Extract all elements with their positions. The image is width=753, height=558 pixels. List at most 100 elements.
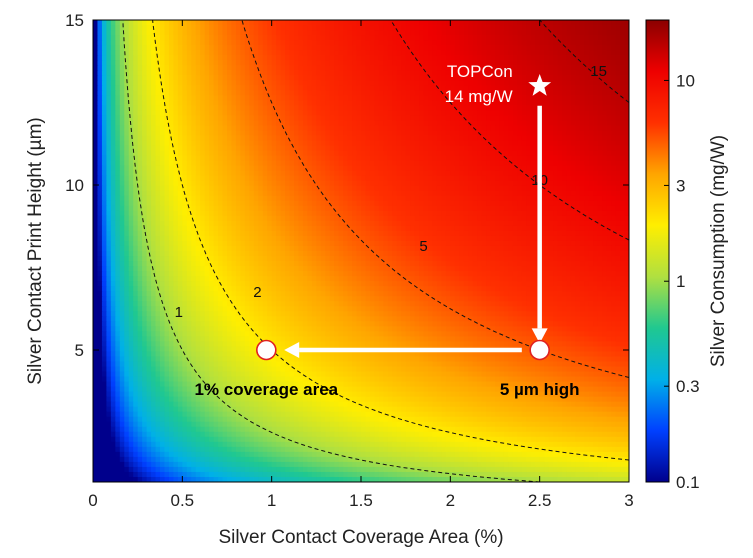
heatmap-cell xyxy=(517,75,523,81)
heatmap-cell xyxy=(553,215,559,222)
heatmap-cell xyxy=(186,120,192,127)
heatmap-cell xyxy=(499,110,505,117)
heatmap-cell xyxy=(302,135,308,142)
heatmap-cell xyxy=(285,210,291,217)
heatmap-cell xyxy=(97,170,103,177)
heatmap-cell xyxy=(262,65,268,71)
heatmap-cell xyxy=(436,190,442,197)
heatmap-cell xyxy=(182,95,188,101)
heatmap-cell xyxy=(410,70,416,76)
heatmap-cell xyxy=(334,115,340,122)
heatmap-cell xyxy=(146,140,152,147)
heatmap-cell xyxy=(570,40,576,46)
heatmap-cell xyxy=(101,35,107,41)
heatmap-cell xyxy=(213,70,219,76)
heatmap-cell xyxy=(570,35,576,41)
heatmap-cell xyxy=(240,150,246,157)
heatmap-cell xyxy=(361,135,367,142)
heatmap-cell xyxy=(445,125,451,132)
heatmap-cell xyxy=(106,65,112,71)
heatmap-cell xyxy=(620,170,626,177)
heatmap-cell xyxy=(115,65,121,71)
heatmap-cell xyxy=(611,35,617,41)
heatmap-cell xyxy=(227,70,233,76)
heatmap-cell xyxy=(195,50,201,56)
heatmap-cell xyxy=(191,75,197,81)
heatmap-cell xyxy=(486,95,492,101)
heatmap-cell xyxy=(173,35,179,41)
heatmap-cell xyxy=(512,155,518,162)
heatmap-cell xyxy=(258,145,264,152)
heatmap-cell xyxy=(182,125,188,132)
heatmap-cell xyxy=(570,45,576,51)
heatmap-cell xyxy=(463,205,469,212)
heatmap-cell xyxy=(262,205,268,212)
heatmap-cell xyxy=(602,30,608,36)
heatmap-cell xyxy=(191,115,197,122)
heatmap-cell xyxy=(512,145,518,152)
heatmap-cell xyxy=(495,200,501,207)
heatmap-cell xyxy=(200,125,206,132)
heatmap-cell xyxy=(401,205,407,212)
heatmap-cell xyxy=(119,65,125,71)
heatmap-cell xyxy=(191,80,197,86)
heatmap-cell xyxy=(262,20,268,26)
heatmap-cell xyxy=(392,140,398,147)
heatmap-cell xyxy=(343,60,349,66)
heatmap-cell xyxy=(240,85,246,91)
heatmap-cell xyxy=(137,185,143,192)
heatmap-cell xyxy=(97,190,103,197)
heatmap-cell xyxy=(387,220,393,227)
heatmap-cell xyxy=(544,220,550,227)
heatmap-cell xyxy=(173,225,179,232)
heatmap-cell xyxy=(481,170,487,177)
heatmap-cell xyxy=(517,130,523,137)
heatmap-cell xyxy=(173,20,179,26)
heatmap-cell xyxy=(396,215,402,222)
heatmap-cell xyxy=(486,205,492,212)
heatmap-cell xyxy=(383,190,389,197)
heatmap-cell xyxy=(200,160,206,167)
heatmap-cell xyxy=(298,85,304,91)
heatmap-cell xyxy=(311,35,317,41)
heatmap-cell xyxy=(620,215,626,222)
heatmap-cell xyxy=(334,150,340,157)
heatmap-cell xyxy=(374,185,380,192)
heatmap-cell xyxy=(271,35,277,41)
heatmap-cell xyxy=(503,25,509,31)
heatmap-cell xyxy=(311,100,317,106)
heatmap-cell xyxy=(320,100,326,106)
heatmap-cell xyxy=(575,140,581,147)
heatmap-cell xyxy=(611,195,617,202)
heatmap-cell xyxy=(106,50,112,56)
heatmap-cell xyxy=(566,30,572,36)
heatmap-cell xyxy=(530,190,536,197)
heatmap-cell xyxy=(160,20,166,26)
heatmap-cell xyxy=(369,95,375,101)
heatmap-cell xyxy=(311,40,317,46)
heatmap-cell xyxy=(235,30,241,36)
heatmap-cell xyxy=(267,215,273,222)
heatmap-cell xyxy=(374,195,380,202)
heatmap-cell xyxy=(285,20,291,26)
heatmap-cell xyxy=(428,175,434,182)
heatmap-cell xyxy=(620,150,626,157)
heatmap-cell xyxy=(521,150,527,157)
heatmap-cell xyxy=(218,160,224,167)
heatmap-cell xyxy=(436,105,442,111)
heatmap-cell xyxy=(450,135,456,142)
heatmap-cell xyxy=(244,215,250,222)
heatmap-cell xyxy=(110,35,116,41)
heatmap-cell xyxy=(182,145,188,152)
heatmap-cell xyxy=(588,110,594,117)
heatmap-cell xyxy=(503,100,509,106)
heatmap-cell xyxy=(530,215,536,222)
heatmap-cell xyxy=(396,30,402,36)
heatmap-cell xyxy=(151,140,157,147)
heatmap-cell xyxy=(459,180,465,187)
heatmap-cell xyxy=(432,215,438,222)
heatmap-cell xyxy=(539,205,545,212)
heatmap-cell xyxy=(209,20,215,26)
heatmap-cell xyxy=(539,100,545,106)
heatmap-cell xyxy=(459,90,465,96)
